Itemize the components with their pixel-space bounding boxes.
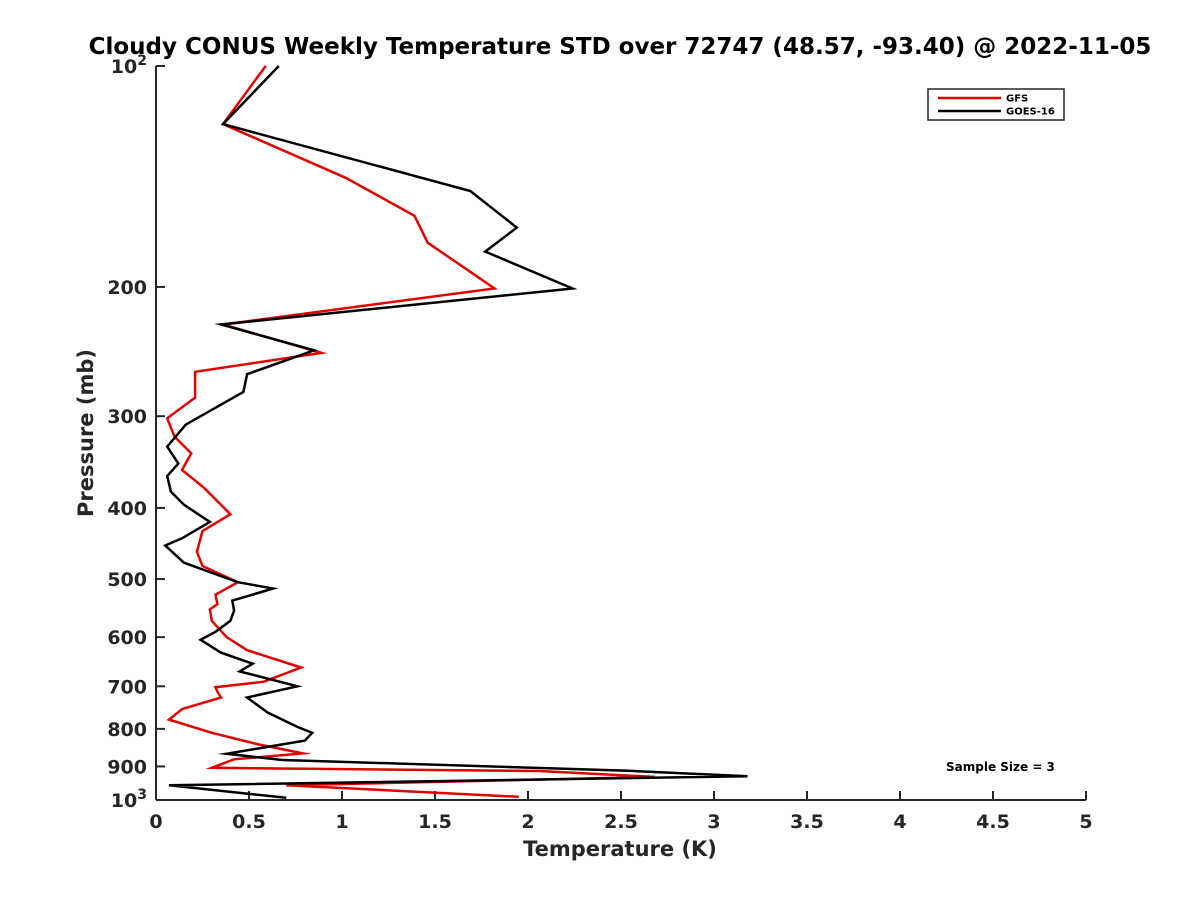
y-tick-label: 700 <box>107 676 147 698</box>
legend-label-goes-16: GOES-16 <box>1006 107 1055 118</box>
x-tick-label: 1.5 <box>418 811 452 833</box>
x-tick-label: 0.5 <box>232 811 266 833</box>
x-tick-label: 3.5 <box>790 811 824 833</box>
sample-size-annotation: Sample Size = 3 <box>946 760 1055 774</box>
x-axis-label: Temperature (K) <box>523 837 717 861</box>
x-tick-label: 5 <box>1079 811 1092 833</box>
y-tick-label: 102 <box>111 53 147 78</box>
x-tick-label: 0 <box>149 811 162 833</box>
legend-label-gfs: GFS <box>1006 94 1028 105</box>
x-tick-label: 3 <box>707 811 720 833</box>
y-tick-label: 800 <box>107 719 147 741</box>
x-tick-label: 2.5 <box>604 811 638 833</box>
legend-box <box>927 88 1065 121</box>
y-tick-label: 400 <box>107 498 147 520</box>
legend: GFS GOES-16 <box>927 88 1065 121</box>
x-axis-ticks: 0 0.5 1 1.5 2 2.5 3 3.5 4 4.5 5 <box>149 791 1093 833</box>
x-tick-label: 4.5 <box>976 811 1010 833</box>
x-tick-label: 1 <box>335 811 348 833</box>
y-axis-label: Pressure (mb) <box>74 349 98 517</box>
y-tick-label: 103 <box>111 787 147 812</box>
y-tick-label: 200 <box>107 277 147 299</box>
y-tick-label: 500 <box>107 569 147 591</box>
series-layer <box>163 65 748 800</box>
x-tick-label: 4 <box>893 811 906 833</box>
y-axis-ticks: 102 200 300 400 500 600 700 800 900 103 <box>107 53 165 812</box>
y-tick-label: 300 <box>107 406 147 428</box>
y-tick-label: 600 <box>107 627 147 649</box>
x-tick-label: 2 <box>521 811 534 833</box>
y-tick-label: 900 <box>107 756 147 778</box>
series-line-goes-16 <box>163 65 748 800</box>
chart-title: Cloudy CONUS Weekly Temperature STD over… <box>89 34 1152 60</box>
